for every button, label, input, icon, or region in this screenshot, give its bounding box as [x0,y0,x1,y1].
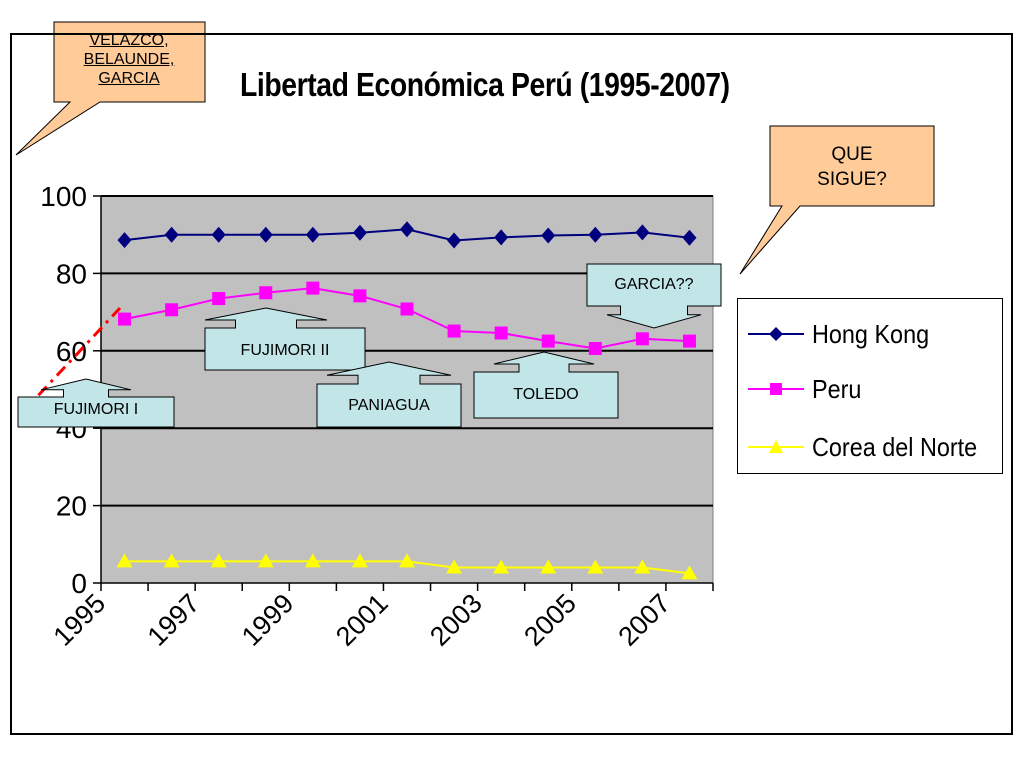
data-point [399,553,415,568]
data-point [257,553,274,568]
callout-line: QUE [831,144,873,165]
data-point [541,334,555,348]
data-point [635,224,650,241]
annotation-fujimori-1: FUJIMORI I [53,401,139,418]
annotation-fujimori-2: FUJIMORI II [240,342,330,359]
callout-top-right-line: QUE SIGUE? [770,142,934,192]
data-point [447,232,462,249]
data-point [258,226,273,243]
data-point [446,559,463,574]
callout-top-left-text: VELAZCO, BELAUNDE, GARCIA [54,31,204,88]
data-point [494,326,508,340]
label-toledo-shape [473,351,619,419]
data-point [634,559,651,574]
legend-label: Peru [812,373,862,404]
trend-dashed-line [18,306,122,417]
data-point [118,312,132,326]
data-point [400,302,414,316]
legend-item-corea: Corea del Norte [746,427,996,467]
data-point [541,227,556,244]
callout-top-right-shape [739,125,935,275]
legend-item-peru: Peru [746,369,867,409]
data-point [259,286,273,300]
data-point [352,224,367,241]
legend-marker-peru [748,383,804,395]
data-point [304,553,321,568]
legend-label: Corea del Norte [812,431,978,462]
data-point [682,229,697,246]
slide-frame [10,33,1013,735]
y-tick-label: 100 [40,181,87,212]
annotation-paniagua: PANIAGUA [348,397,430,414]
data-point [493,559,510,574]
annotations-layer [15,21,935,428]
y-tick-label: 0 [71,568,87,599]
data-point [164,226,179,243]
annotation-toledo: TOLEDO [513,386,579,403]
data-point [117,232,132,249]
callout-line: GARCIA [98,70,160,87]
y-tick-label: 20 [56,491,87,522]
data-point [588,226,603,243]
data-point [116,553,133,568]
chart-title: Libertad Económica Perú (1995-2007) [240,66,730,103]
data-point [305,226,320,243]
y-tick-label: 80 [56,258,87,289]
data-point [400,221,414,238]
data-point [165,303,179,317]
annotation-garcia: GARCIA?? [614,276,694,293]
data-point [587,559,604,574]
data-point [540,559,557,574]
chart-legend: Hong Kong Peru Corea del Norte [737,298,1003,474]
data-point [212,292,226,306]
label-fujimori-1-shape [17,378,175,428]
data-point [447,324,461,338]
callout-line: BELAUNDE, [83,51,175,68]
data-point [210,553,227,568]
data-point [163,553,180,568]
data-point [494,229,509,246]
callout-top-left-shape [15,21,206,156]
callout-line: VELAZCO, [89,32,169,49]
legend-marker-corea [748,440,804,453]
callout-top-left-line: VELAZCO, BELAUNDE, GARCIA [54,31,204,88]
label-garcia-shape [586,263,722,329]
data-point [211,226,226,243]
label-fujimori-2-shape [204,307,366,371]
label-paniagua-shape [316,361,462,428]
data-point [351,553,368,568]
data-point [682,334,696,348]
data-point [681,565,698,580]
data-point [306,281,320,295]
data-point [353,289,367,303]
legend-item-hong-kong: Hong Kong [746,314,942,354]
callout-line: SIGUE? [817,169,887,190]
callout-top-right-text: QUE SIGUE? [770,142,934,192]
legend-label: Hong Kong [812,318,930,349]
data-point [635,332,649,346]
legend-marker-hong-kong [748,327,804,341]
data-point [588,341,602,355]
